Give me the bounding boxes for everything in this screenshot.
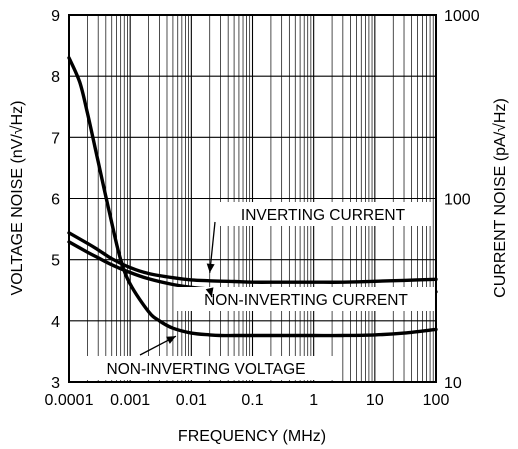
annotation-label: NON-INVERTING CURRENT — [204, 292, 408, 309]
y-left-tick-label: 9 — [51, 8, 60, 25]
y-left-tick-label: 6 — [51, 192, 60, 209]
y-right-tick-label: 100 — [444, 192, 471, 209]
x-tick-label: 0.0001 — [45, 392, 94, 409]
y-left-tick-label: 3 — [51, 375, 60, 392]
series-line — [67, 231, 438, 284]
x-tick-label: 100 — [423, 392, 450, 409]
annotation-label: INVERTING CURRENT — [241, 207, 406, 224]
y-right-tick-label: 1000 — [444, 8, 480, 25]
y-left-tick-label: 4 — [51, 314, 60, 331]
y-left-axis-title: VOLTAGE NOISE (nV/√Hz) — [9, 101, 26, 296]
y-left-tick-label: 8 — [51, 69, 60, 86]
plot-frame — [68, 14, 437, 383]
grid — [68, 14, 436, 383]
x-tick-label: 0.01 — [176, 392, 207, 409]
x-tick-label: 1 — [309, 392, 318, 409]
y-left-tick-label: 7 — [51, 130, 60, 147]
series-line — [67, 56, 438, 338]
y-right-tick-label: 10 — [444, 375, 462, 392]
annotation-box — [77, 356, 335, 380]
arrowhead-icon — [206, 263, 215, 273]
annotation-box — [215, 202, 431, 226]
y-right-axis-title: CURRENT NOISE (pA/√Hz) — [492, 98, 509, 298]
x-tick-label: 10 — [366, 392, 384, 409]
x-tick-label: 0.1 — [241, 392, 263, 409]
y-left-tick-label: 5 — [51, 253, 60, 270]
arrowhead-icon — [205, 287, 214, 298]
annotation-box — [175, 287, 437, 311]
x-tick-label: 0.001 — [110, 392, 150, 409]
annotation-label: NON-INVERTING VOLTAGE — [107, 361, 306, 378]
annotations: INVERTING CURRENT NON-INVERTING CURRENT NO… — [77, 202, 437, 380]
x-axis-title: FREQUENCY (MHz) — [178, 428, 326, 445]
arrowhead-icon — [166, 336, 176, 344]
